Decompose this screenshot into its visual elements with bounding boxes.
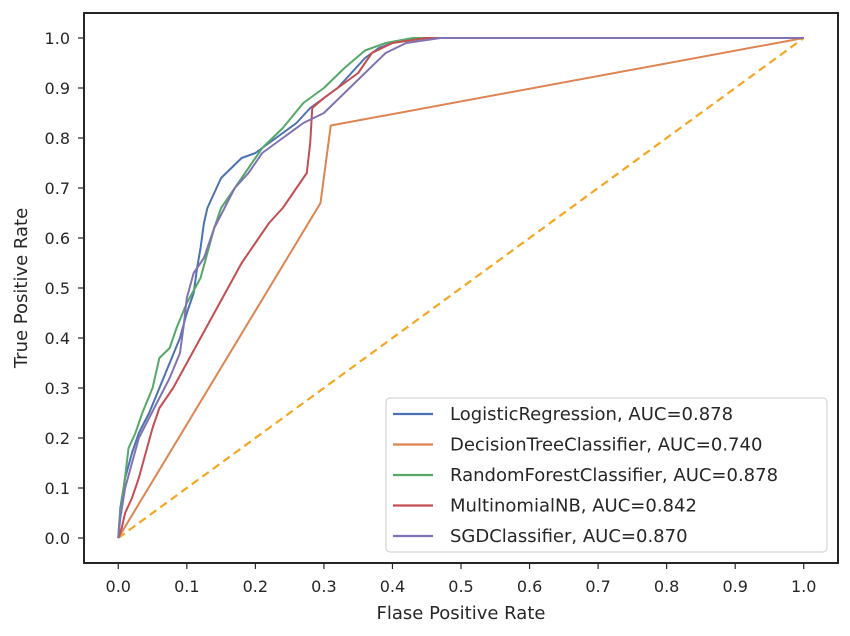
x-tick-label: 0.1 bbox=[174, 577, 199, 596]
x-tick-label: 0.7 bbox=[585, 577, 610, 596]
y-tick-label: 1.0 bbox=[45, 29, 70, 48]
x-tick-label: 0.6 bbox=[517, 577, 542, 596]
legend-label-2: RandomForestClassifier, AUC=0.878 bbox=[450, 465, 778, 486]
y-tick-label: 0.9 bbox=[45, 79, 70, 98]
legend: LogisticRegression, AUC=0.878 DecisionTre… bbox=[385, 397, 828, 553]
x-tick-label: 0.9 bbox=[722, 577, 747, 596]
x-tick-label: 1.0 bbox=[791, 577, 816, 596]
roc-curves bbox=[117, 37, 805, 539]
y-tick-label: 0.2 bbox=[45, 429, 70, 448]
x-tick-label: 0.8 bbox=[654, 577, 679, 596]
y-tick-label: 0.5 bbox=[45, 279, 70, 298]
x-axis-label: Flase Positive Rate bbox=[377, 603, 546, 624]
x-tick-label: 0.3 bbox=[311, 577, 336, 596]
legend-label-0: LogisticRegression, AUC=0.878 bbox=[450, 404, 733, 425]
y-tick-label: 0.7 bbox=[45, 179, 70, 198]
y-tick-label: 0.4 bbox=[45, 329, 70, 348]
y-tick-label: 0.0 bbox=[45, 529, 70, 548]
roc-series-line-0 bbox=[117, 37, 804, 539]
y-tick-label: 0.3 bbox=[45, 379, 70, 398]
roc-series-line-3 bbox=[117, 37, 804, 539]
x-axis-ticks: 0.0 0.1 0.2 0.3 0.4 0.5 0.6 0.7 0.8 0.9 1.0 bbox=[106, 563, 816, 596]
y-axis-label: True Positive Rate bbox=[11, 208, 32, 369]
roc-series-line-4 bbox=[117, 37, 804, 539]
chance-reference-line bbox=[117, 37, 805, 539]
y-tick-label: 0.1 bbox=[45, 479, 70, 498]
y-tick-label: 0.6 bbox=[45, 229, 70, 248]
roc-series-line-1 bbox=[117, 37, 804, 539]
legend-box bbox=[385, 397, 828, 553]
x-tick-label: 0.4 bbox=[380, 577, 405, 596]
y-axis-ticks: 0.0 0.1 0.2 0.3 0.4 0.5 0.6 0.7 0.8 0.9 1.0 bbox=[45, 29, 84, 548]
legend-label-1: DecisionTreeClassifier, AUC=0.740 bbox=[450, 435, 762, 456]
x-tick-label: 0.0 bbox=[106, 577, 131, 596]
x-tick-label: 0.2 bbox=[243, 577, 268, 596]
x-tick-label: 0.5 bbox=[448, 577, 473, 596]
legend-label-3: MultinomialNB, AUC=0.842 bbox=[450, 496, 697, 517]
legend-label-4: SGDClassifier, AUC=0.870 bbox=[450, 526, 688, 547]
y-tick-label: 0.8 bbox=[45, 129, 70, 148]
